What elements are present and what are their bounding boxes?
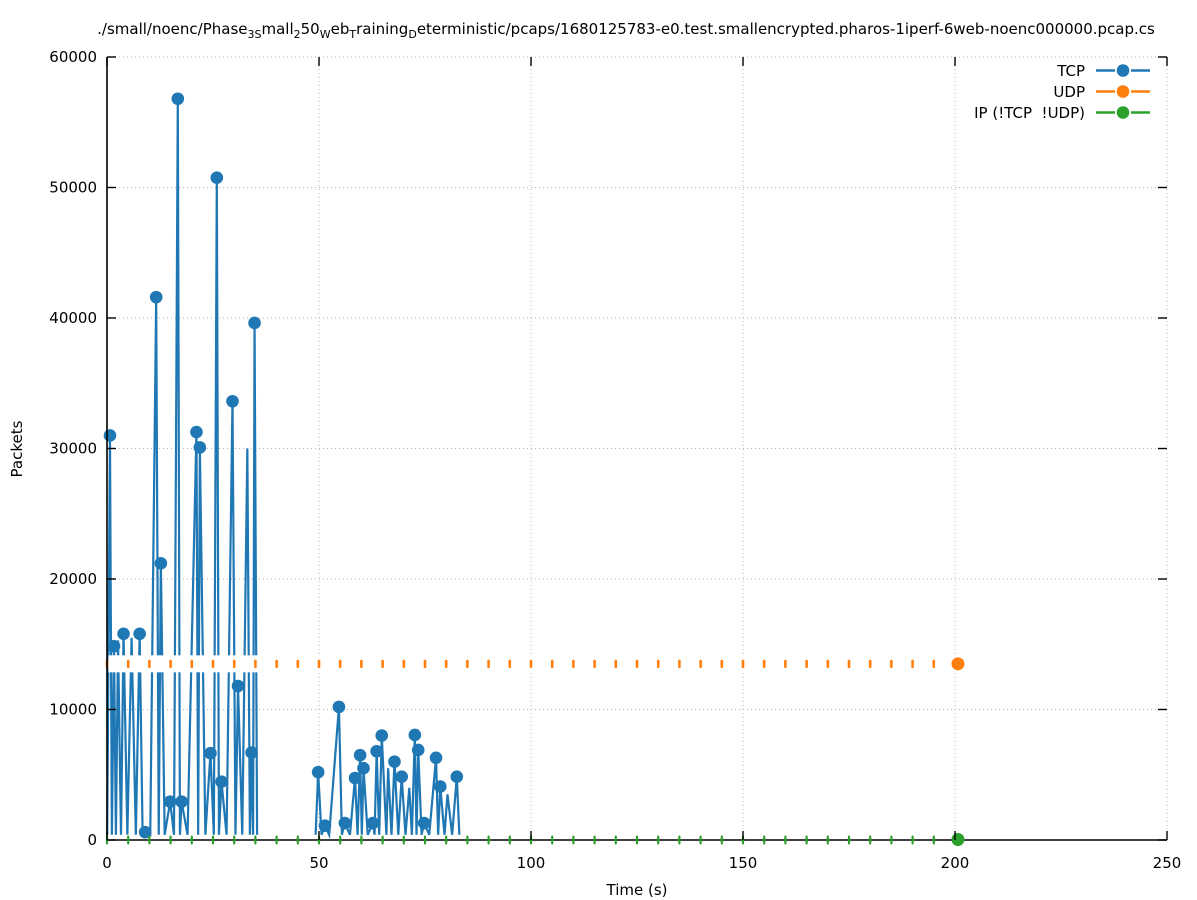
udp-halo [108, 655, 978, 673]
x-tick-label: 150 [729, 854, 758, 872]
y-tick-label: 10000 [49, 701, 97, 719]
tick-labels: 0 50 100 150 200 250 0 10000 20000 30000 40000 5000… [49, 48, 1181, 872]
legend-row-ip: IP (!TCP !UDP) [974, 103, 1151, 122]
title-subscript: D [408, 28, 417, 41]
x-tick-label: 100 [517, 854, 546, 872]
udp-series [105, 657, 965, 671]
title-text: eterministic/pcaps/1680125783-e0.test.sm… [416, 20, 1155, 38]
y-tick-label: 50000 [49, 179, 97, 197]
ip-series [105, 833, 965, 846]
x-tick-label: 0 [102, 854, 112, 872]
title-subscript: W [319, 28, 331, 41]
legend: TCP UDP IP (!TCP !UDP) [974, 61, 1151, 122]
title-subscript: 3S [247, 28, 262, 41]
x-tick-label: 200 [941, 854, 970, 872]
x-axis-label: Time (s) [606, 881, 668, 899]
title-text: mall [261, 20, 294, 38]
x-tick-label: 50 [309, 854, 328, 872]
title-text: raining [356, 20, 409, 38]
tcp-markers [103, 92, 464, 839]
chart-title: ./small/noenc/Phase3Small250WebTrainingD… [56, 20, 1196, 41]
y-tick-label: 20000 [49, 570, 97, 588]
title-text: ./small/noenc/Phase [97, 20, 248, 38]
x-tick-label: 250 [1153, 854, 1182, 872]
tcp-series [106, 98, 461, 840]
title-subscript: 2 [293, 28, 301, 41]
legend-sample-udp-icon [1096, 85, 1150, 98]
y-tick-label: 30000 [49, 440, 97, 458]
legend-label-udp: UDP [1053, 82, 1085, 101]
title-text: 50 [300, 20, 320, 38]
legend-sample-tcp-icon [1096, 64, 1150, 77]
title-text: eb [330, 20, 350, 38]
legend-row-udp: UDP [974, 82, 1151, 101]
legend-sample-ip-icon [1096, 106, 1150, 119]
grid [107, 56, 1168, 840]
y-tick-label: 40000 [49, 309, 97, 327]
axis-ticks [106, 56, 1168, 841]
title-subscript: T [349, 28, 357, 41]
legend-label-tcp: TCP [1057, 61, 1085, 80]
legend-label-ip: IP (!TCP !UDP) [974, 103, 1085, 122]
y-tick-label: 0 [87, 831, 97, 849]
y-tick-label: 60000 [49, 48, 97, 66]
legend-row-tcp: TCP [974, 61, 1151, 80]
